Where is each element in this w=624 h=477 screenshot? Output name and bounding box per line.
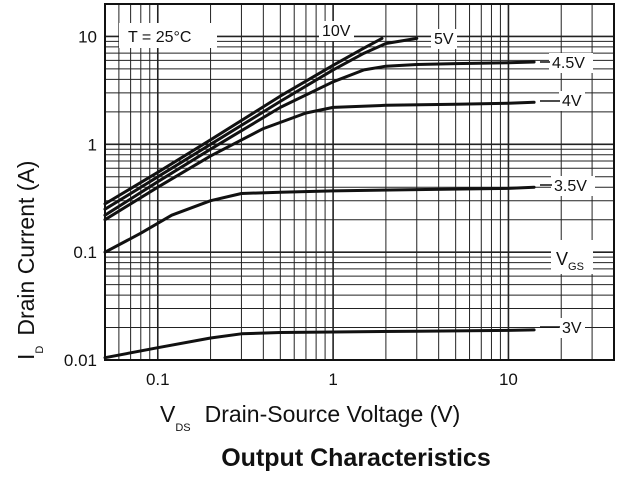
x-tick-labels: 0.1 1 10 <box>146 370 518 389</box>
series-label: 4.5V <box>552 55 585 72</box>
x-tick-label: 10 <box>499 370 518 389</box>
annotation-box <box>119 23 217 48</box>
series-line <box>103 60 536 217</box>
series-line <box>103 100 536 222</box>
y-tick-label: 0.01 <box>64 351 97 370</box>
series-label-bg <box>549 53 593 73</box>
y-tick-labels: 0.01 0.1 1 10 <box>64 27 97 370</box>
series-label-bg <box>559 91 585 111</box>
series-label: 3V <box>562 320 582 337</box>
temperature-annotation: T = 25°C <box>128 29 191 46</box>
y-tick-label: 1 <box>88 135 97 154</box>
series-line <box>103 328 536 360</box>
series-line <box>103 36 384 206</box>
grid <box>104 3 615 361</box>
chart-title: Output Characteristics <box>221 444 491 472</box>
series-label-bg <box>551 176 595 196</box>
x-tick-label: 1 <box>328 370 337 389</box>
series-label: 5V <box>434 31 454 48</box>
y-axis-label: IDDrain Current (A) <box>13 161 46 360</box>
series-line <box>103 185 536 254</box>
series-labels: 10V 5V 4.5V 4V 3.5V 3V <box>319 21 595 338</box>
series-lines <box>103 36 536 360</box>
series-label-bg <box>319 21 354 41</box>
series-label-bg <box>559 318 585 338</box>
series-label: 3.5V <box>554 178 587 195</box>
series-label: 10V <box>322 23 351 40</box>
x-tick-label: 0.1 <box>146 370 170 389</box>
y-tick-label: 0.1 <box>73 243 97 262</box>
plot-frame <box>104 3 615 361</box>
series-line <box>103 36 419 211</box>
series-label: 4V <box>562 93 582 110</box>
vgs-label: VGS <box>556 249 584 273</box>
y-tick-label: 10 <box>78 27 97 46</box>
x-axis-label: VDSDrain-Source Voltage (V) <box>160 401 460 434</box>
vgs-label-bg <box>551 240 593 274</box>
series-label-bg <box>431 29 457 49</box>
